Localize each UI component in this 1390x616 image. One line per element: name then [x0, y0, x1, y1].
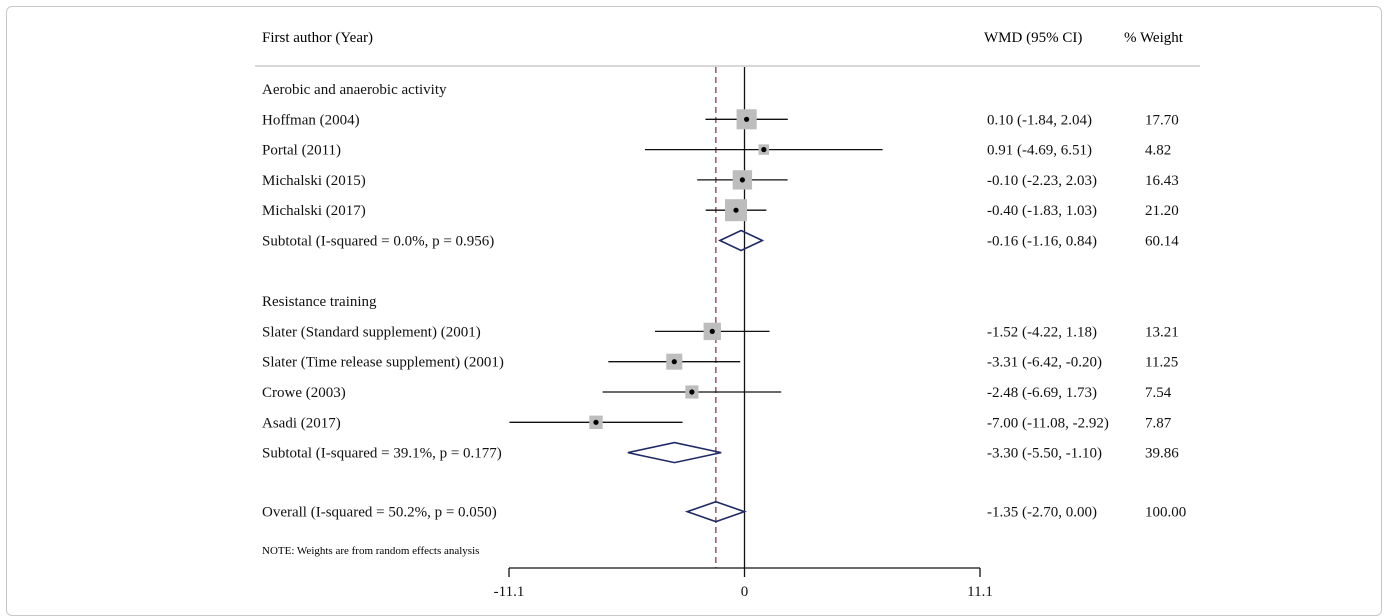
overall-diamond — [684, 500, 747, 523]
subtotal-ci-text: -3.30 (-5.50, -1.10) — [987, 446, 1102, 462]
point-estimate — [739, 177, 745, 183]
subtotal-ci-text: -0.16 (-1.16, 0.84) — [987, 234, 1097, 250]
study-ci-text: -1.52 (-4.22, 1.18) — [987, 324, 1097, 340]
study-ci-text: -7.00 (-11.08, -2.92) — [987, 415, 1109, 431]
study-weight-text: 7.87 — [1145, 415, 1172, 431]
study-label: Michalski (2017) — [262, 203, 366, 219]
column-header-weight: % Weight — [1124, 30, 1184, 46]
column-header-study: First author (Year) — [262, 30, 373, 46]
point-estimate — [744, 116, 750, 122]
study-ci-text: -0.40 (-1.83, 1.03) — [987, 203, 1097, 219]
point-estimate — [761, 147, 767, 153]
overall-ci-text: -1.35 (-2.70, 0.00) — [987, 505, 1097, 521]
study-ci-text: 0.10 (-1.84, 2.04) — [987, 112, 1092, 128]
study-ci-text: -2.48 (-6.69, 1.73) — [987, 385, 1097, 401]
subtotal-weight-text: 39.86 — [1145, 446, 1179, 462]
x-tick-label: 0 — [741, 584, 749, 600]
study-weight-text: 4.82 — [1145, 143, 1171, 159]
subtotal-diamond — [718, 229, 765, 252]
point-estimate — [689, 389, 695, 395]
study-label: Portal (2011) — [262, 143, 341, 159]
study-label: Slater (Time release supplement) (2001) — [262, 355, 504, 371]
study-weight-text: 13.21 — [1145, 324, 1179, 340]
study-weight-text: 17.70 — [1145, 112, 1179, 128]
subtotal-label: Subtotal (I-squared = 0.0%, p = 0.956) — [262, 234, 494, 250]
study-weight-text: 16.43 — [1145, 173, 1179, 189]
group-label: Aerobic and anaerobic activity — [262, 82, 447, 98]
point-estimate — [593, 419, 599, 425]
study-ci-text: -0.10 (-2.23, 2.03) — [987, 173, 1097, 189]
subtotal-label: Subtotal (I-squared = 39.1%, p = 0.177) — [262, 446, 502, 462]
study-weight-text: 7.54 — [1145, 385, 1172, 401]
point-estimate — [709, 328, 715, 334]
point-estimate — [671, 359, 677, 365]
study-label: Asadi (2017) — [262, 415, 341, 431]
study-label: Hoffman (2004) — [262, 112, 360, 128]
overall-weight-text: 100.00 — [1145, 505, 1186, 521]
group-label: Resistance training — [262, 294, 377, 310]
weights-note: NOTE: Weights are from random effects an… — [262, 545, 479, 557]
study-ci-text: 0.91 (-4.69, 6.51) — [987, 143, 1092, 159]
study-label: Slater (Standard supplement) (2001) — [262, 324, 481, 340]
study-weight-text: 11.25 — [1145, 355, 1178, 371]
x-tick-label: 11.1 — [967, 584, 993, 600]
point-estimate — [733, 207, 739, 213]
column-header-effect: WMD (95% CI) — [984, 30, 1082, 46]
subtotal-weight-text: 60.14 — [1145, 234, 1179, 250]
overall-label: Overall (I-squared = 50.2%, p = 0.050) — [262, 505, 497, 521]
subtotal-diamond — [627, 441, 722, 464]
study-ci-text: -3.31 (-6.42, -0.20) — [987, 355, 1102, 371]
study-label: Crowe (2003) — [262, 385, 346, 401]
x-tick-label: -11.1 — [494, 584, 525, 600]
study-label: Michalski (2015) — [262, 173, 366, 189]
study-weight-text: 21.20 — [1145, 203, 1179, 219]
